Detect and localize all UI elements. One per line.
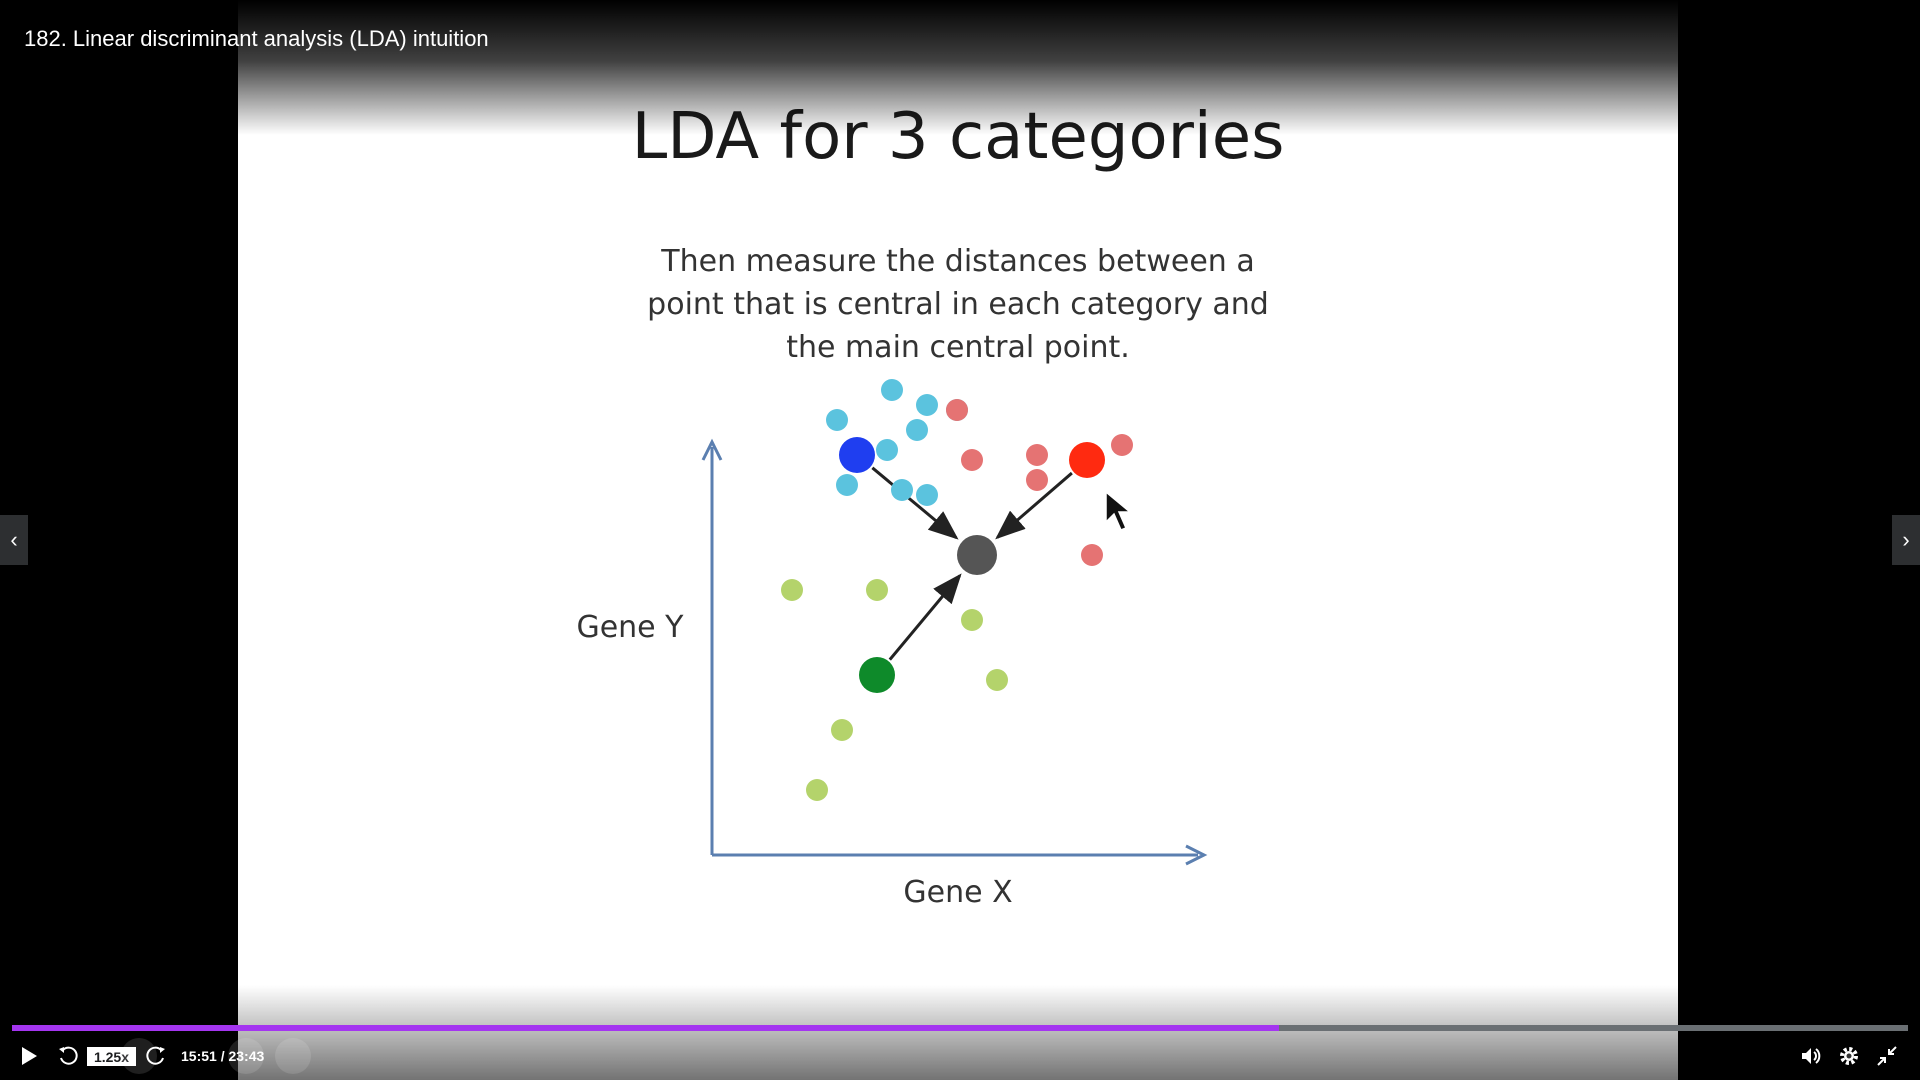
main-centroid: [957, 535, 997, 575]
data-point: [1026, 469, 1048, 491]
data-point: [891, 479, 913, 501]
gear-icon: [1840, 1047, 1858, 1065]
play-button[interactable]: [10, 1038, 46, 1074]
x-axis-arrow: [1185, 844, 1208, 866]
distance-arrow: [871, 466, 959, 540]
video-title: 182. Linear discriminant analysis (LDA) …: [24, 26, 489, 51]
faded-control: [228, 1038, 264, 1074]
data-point: [866, 579, 888, 601]
data-point: [806, 779, 828, 801]
chevron-left-icon: ‹: [10, 527, 18, 552]
next-lecture-button[interactable]: ›: [1892, 515, 1920, 565]
slide-text-line: Then measure the distances between a: [661, 244, 1255, 279]
exit-fullscreen-icon: [1877, 1046, 1897, 1066]
slide-text-line: point that is central in each category a…: [647, 287, 1269, 322]
rewind-icon: [59, 1046, 78, 1065]
faded-control: [121, 1038, 157, 1074]
volume-icon: [1802, 1048, 1821, 1064]
data-point: [826, 409, 848, 431]
distance-arrow: [888, 573, 962, 661]
distance-arrow: [995, 471, 1073, 540]
category-centroid: [839, 437, 875, 473]
category-centroid: [1069, 442, 1105, 478]
play-icon: [22, 1047, 37, 1065]
y-axis-label: Gene Y: [576, 610, 684, 645]
data-point: [876, 439, 898, 461]
controls-overlay: [0, 985, 1920, 1080]
exit-fullscreen-button[interactable]: [1869, 1038, 1905, 1074]
data-point: [906, 419, 928, 441]
data-point: [831, 719, 853, 741]
data-point: [1111, 434, 1133, 456]
data-point: [916, 394, 938, 416]
x-axis-label: Gene X: [903, 875, 1012, 910]
progress-bar[interactable]: [12, 1025, 1908, 1031]
data-point: [916, 484, 938, 506]
faded-control: [275, 1038, 311, 1074]
category-centroid: [859, 657, 895, 693]
previous-lecture-button[interactable]: ‹: [0, 515, 28, 565]
data-point: [781, 579, 803, 601]
data-point: [881, 379, 903, 401]
data-point: [836, 474, 858, 496]
data-point: [961, 449, 983, 471]
settings-button[interactable]: [1831, 1038, 1867, 1074]
data-point: [1026, 444, 1048, 466]
slide-text: Then measure the distances between a poi…: [638, 240, 1278, 369]
slide-text-line: the main central point.: [786, 330, 1130, 365]
forward-icon: [146, 1046, 165, 1065]
top-overlay: [0, 0, 1920, 135]
data-point: [1081, 544, 1103, 566]
data-point: [946, 399, 968, 421]
volume-button[interactable]: [1793, 1038, 1829, 1074]
progress-fill: [12, 1025, 1279, 1031]
chevron-right-icon: ›: [1902, 527, 1910, 552]
forward-button[interactable]: [138, 1038, 174, 1074]
data-point: [986, 669, 1008, 691]
time-display: 15:51 / 23:43: [181, 1048, 265, 1064]
playback-speed-button[interactable]: 1.25x: [87, 1047, 136, 1066]
data-point: [961, 609, 983, 631]
y-axis-arrow: [701, 438, 723, 461]
cursor-icon: [1105, 490, 1133, 531]
rewind-button[interactable]: [50, 1038, 86, 1074]
